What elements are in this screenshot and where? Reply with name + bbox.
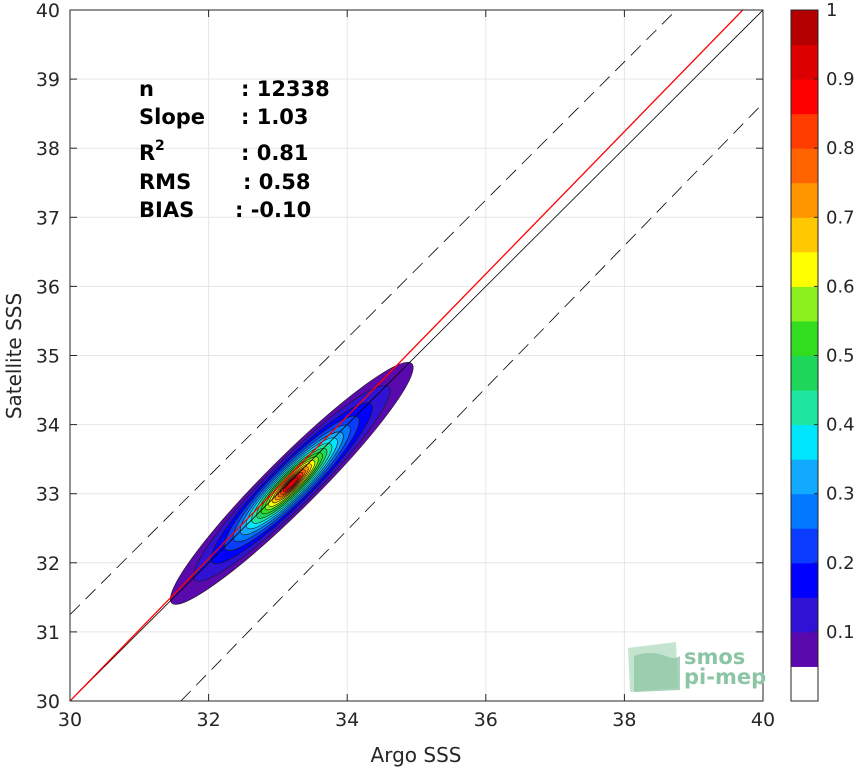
lower-bound-line — [180, 103, 763, 701]
colorbar-segment — [791, 493, 818, 529]
stat-bias-label: BIAS — [139, 198, 194, 222]
y-axis-ticks: 30 31 32 33 34 35 36 37 38 39 40 — [36, 0, 763, 713]
y-tick-label: 39 — [36, 69, 60, 91]
stat-slope-label: Slope — [139, 105, 205, 129]
colorbar — [791, 10, 818, 702]
colorbar-segment — [791, 355, 818, 391]
colorbar-segment — [791, 320, 818, 356]
colorbar-segment — [791, 251, 818, 287]
y-tick-label: 32 — [36, 553, 60, 575]
colorbar-tick-label: 0.4 — [826, 415, 855, 436]
y-tick-label: 30 — [36, 691, 60, 713]
y-tick-label: 34 — [36, 415, 60, 437]
y-tick-label: 35 — [36, 346, 60, 368]
y-tick-label: 40 — [36, 0, 60, 22]
colorbar-tick-label: 0.9 — [826, 69, 855, 90]
x-tick-label: 34 — [335, 709, 359, 731]
x-tick-label: 36 — [474, 709, 498, 731]
stat-bias-value: : -0.10 — [235, 198, 311, 222]
stat-rms-label: RMS — [139, 170, 191, 194]
colorbar-tick-label: 0.1 — [826, 622, 855, 643]
logo-waves-icon-front — [634, 653, 680, 692]
x-axis-label: Argo SSS — [371, 743, 462, 767]
y-axis-label: Satellite SSS — [2, 293, 26, 419]
colorbar-segment — [791, 113, 818, 149]
stat-r2-value: : 0.81 — [241, 141, 309, 165]
y-tick-label: 36 — [36, 276, 60, 298]
colorbar-tick-label: 0.6 — [826, 276, 855, 297]
colorbar-segment — [791, 528, 818, 564]
stat-r2-label: R — [139, 141, 155, 165]
colorbar-ticks: 0.1 0.2 0.3 0.4 0.5 0.6 0.7 0.8 0.9 1 — [814, 0, 855, 643]
x-tick-label: 30 — [58, 709, 82, 731]
stat-n-value: : 12338 — [241, 77, 330, 101]
stat-r2-sup: 2 — [155, 138, 165, 154]
x-tick-label: 38 — [612, 709, 636, 731]
colorbar-segment — [791, 459, 818, 495]
stat-slope-value: : 1.03 — [241, 105, 309, 129]
identity-line — [70, 10, 763, 701]
colorbar-segment — [791, 10, 818, 46]
colorbar-tick-label: 0.3 — [826, 484, 855, 505]
colorbar-segment — [791, 148, 818, 184]
upper-bound-line — [70, 10, 677, 615]
colorbar-segment — [791, 182, 818, 218]
colorbar-segment — [791, 424, 818, 460]
colorbar-tick-label: 1 — [826, 0, 837, 21]
colorbar-segment — [791, 286, 818, 322]
colorbar-segment — [791, 217, 818, 253]
smos-pi-mep-logo: smos pi-mep — [628, 642, 766, 692]
colorbar-segment — [791, 562, 818, 598]
colorbar-segment — [791, 631, 818, 667]
logo-text-smos: smos — [684, 645, 745, 669]
colorbar-tick-label: 0.7 — [826, 207, 855, 228]
colorbar-tick-label: 0.8 — [826, 138, 855, 159]
reference-lines — [70, 10, 763, 701]
stats-box: n : 12338 Slope : 1.03 R 2 : 0.81 RMS : … — [139, 77, 330, 222]
colorbar-tick-label: 0.2 — [826, 553, 855, 574]
grid-lines — [69, 9, 764, 702]
x-tick-label: 32 — [197, 709, 221, 731]
x-axis-ticks: 30 32 34 36 38 40 — [58, 10, 775, 731]
colorbar-segment — [791, 597, 818, 633]
colorbar-segment — [791, 44, 818, 80]
y-tick-label: 31 — [36, 622, 60, 644]
x-tick-label: 40 — [751, 709, 775, 731]
y-tick-label: 37 — [36, 207, 60, 229]
stat-n-label: n — [139, 77, 154, 101]
colorbar-segment — [791, 79, 818, 115]
colorbar-segment — [791, 390, 818, 426]
y-tick-label: 38 — [36, 138, 60, 160]
logo-text-pi-mep: pi-mep — [684, 665, 766, 689]
colorbar-tick-label: 0.5 — [826, 346, 855, 367]
regression-line — [70, 10, 744, 701]
density-contours — [170, 361, 414, 605]
colorbar-segment — [791, 666, 818, 702]
stat-rms-value: : 0.58 — [243, 170, 311, 194]
y-tick-label: 33 — [36, 484, 60, 506]
